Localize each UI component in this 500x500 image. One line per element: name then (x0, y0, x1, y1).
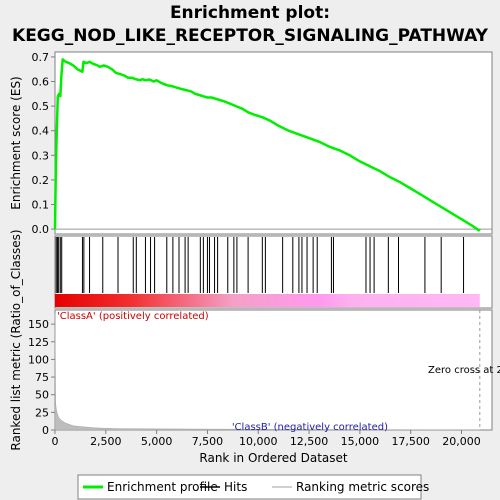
es-y-tick-label: 0.3 (32, 149, 50, 162)
metric-y-tick-label: 125 (28, 336, 49, 349)
metric-y-tick-label: 150 (28, 318, 49, 331)
x-tick-label: 20,000 (442, 435, 481, 448)
metric-y-tick-label: 25 (35, 406, 49, 419)
es-y-tick-label: 0.0 (32, 223, 50, 236)
legend-label: Hits (224, 480, 247, 494)
metric-y-tick-label: 0 (42, 424, 49, 437)
x-tick-label: 15,000 (341, 435, 380, 448)
chart-title-line1: Enrichment plot: (169, 3, 331, 23)
es-y-tick-label: 0.7 (32, 51, 50, 64)
x-tick-label: 7,500 (192, 435, 224, 448)
es-plot-area (54, 51, 493, 235)
es-y-tick-label: 0.4 (32, 125, 50, 138)
chart-title-line2: KEGG_NOD_LIKE_RECEPTOR_SIGNALING_PATHWAY (12, 26, 488, 46)
correlation-color-bar (55, 294, 480, 307)
es-y-tick-label: 0.5 (32, 100, 50, 113)
x-tick-label: 5,000 (141, 435, 173, 448)
metric-y-tick-label: 100 (28, 353, 49, 366)
es-y-tick-label: 0.6 (32, 76, 50, 89)
x-tick-label: 17,500 (391, 435, 430, 448)
legend-box (77, 474, 422, 500)
zero-cross-annotation: Zero cross at 2 (428, 365, 500, 376)
es-y-tick-label: 0.1 (32, 198, 50, 211)
legend-label: Enrichment profile (107, 480, 218, 494)
metric-y-tick-label: 50 (35, 389, 49, 402)
x-tick-label: 2,500 (90, 435, 122, 448)
es-y-axis-label: Enrichment score (ES) (9, 76, 23, 209)
metric-y-axis-label: Ranked list metric (Ratio_of_Classes) (9, 229, 23, 450)
legend-label: Ranking metric scores (296, 480, 429, 494)
metric-y-tick-label: 75 (35, 371, 49, 384)
x-tick-label: 0 (52, 435, 59, 448)
x-tick-label: 10,000 (239, 435, 278, 448)
class-b-annotation: 'ClassB' (negatively correlated) (232, 422, 388, 433)
es-y-tick-label: 0.2 (32, 174, 50, 187)
x-tick-label: 12,500 (290, 435, 329, 448)
enrichment-profile-line (53, 58, 481, 232)
x-axis-label: Rank in Ordered Dataset (199, 451, 347, 465)
ranking-metric-area (54, 313, 481, 431)
metric-plot-area (54, 309, 493, 431)
class-a-annotation: 'ClassA' (positively correlated) (57, 311, 209, 322)
